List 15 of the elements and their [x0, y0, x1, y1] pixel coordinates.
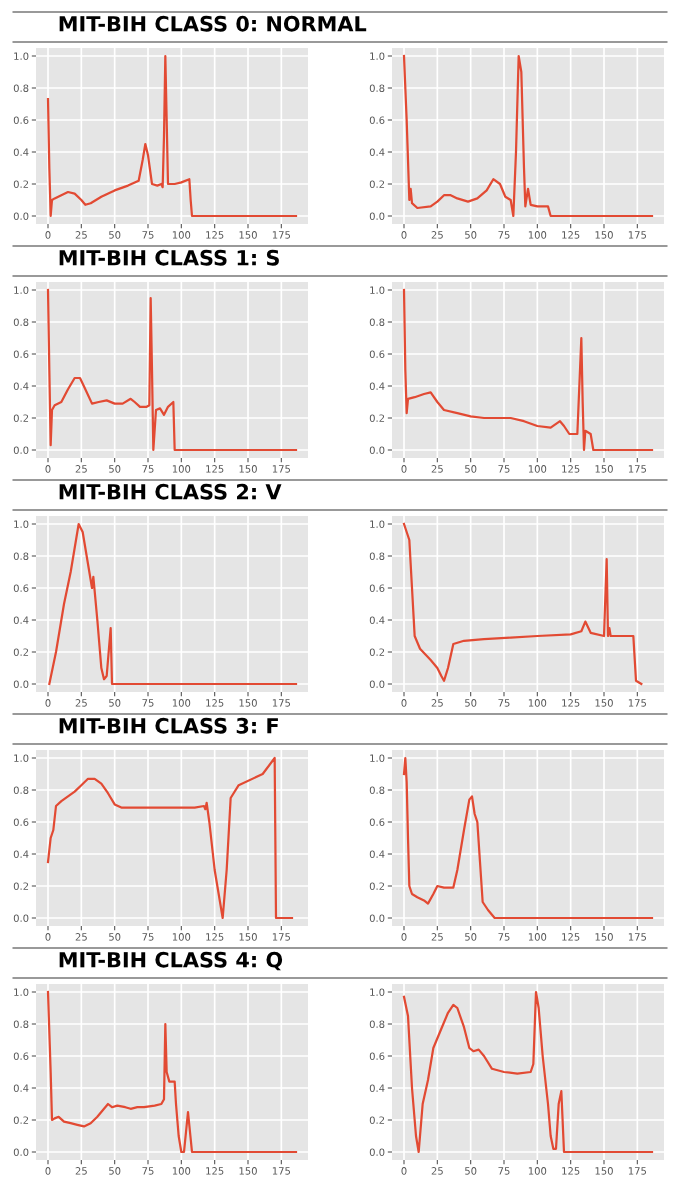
line-series	[402, 54, 654, 218]
line-series	[402, 990, 654, 1154]
line-series	[46, 54, 298, 218]
line-series	[402, 288, 654, 452]
chart-title: MIT-BIH CLASS 0: NORMAL	[59, 15, 367, 32]
chart-title: MIT-BIH CLASS 2: V	[59, 483, 282, 500]
chart-title: MIT-BIH CLASS 1: S	[59, 249, 279, 266]
line-series	[46, 756, 294, 920]
chart-title: MIT-BIH CLASS 4: Q	[59, 951, 283, 971]
line-series	[402, 522, 643, 686]
chart-title: MIT-BIH CLASS 3: F	[59, 717, 278, 734]
line-series	[402, 756, 654, 920]
line-series	[48, 522, 298, 686]
line-series	[46, 990, 298, 1154]
line-series	[46, 288, 298, 452]
